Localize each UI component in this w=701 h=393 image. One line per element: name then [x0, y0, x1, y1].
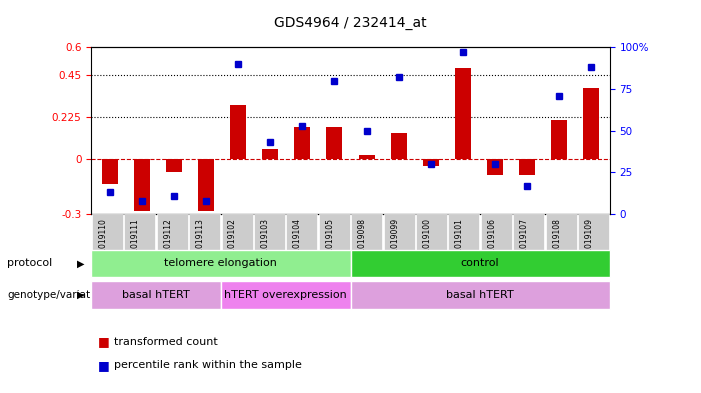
Bar [327, 127, 343, 158]
Text: GSM1019108: GSM1019108 [552, 219, 562, 269]
Bar [454, 68, 470, 158]
Text: GSM1019113: GSM1019113 [196, 219, 205, 269]
Text: hTERT overexpression: hTERT overexpression [224, 290, 347, 300]
Text: ■: ■ [98, 359, 110, 372]
Text: percentile rank within the sample: percentile rank within the sample [114, 360, 301, 371]
Text: basal hTERT: basal hTERT [122, 290, 190, 300]
Bar [166, 158, 182, 171]
Text: GSM1019103: GSM1019103 [261, 218, 269, 269]
Bar [358, 155, 374, 158]
Text: basal hTERT: basal hTERT [447, 290, 514, 300]
Text: ▶: ▶ [76, 290, 84, 300]
Bar [294, 127, 311, 158]
Text: genotype/variation: genotype/variation [7, 290, 106, 300]
Text: GSM1019110: GSM1019110 [98, 219, 107, 269]
Text: GSM1019106: GSM1019106 [487, 218, 496, 269]
Text: GDS4964 / 232414_at: GDS4964 / 232414_at [274, 16, 427, 30]
Text: GSM1019107: GSM1019107 [520, 218, 529, 269]
Text: GSM1019109: GSM1019109 [585, 218, 594, 269]
Bar [135, 158, 151, 211]
Bar [390, 132, 407, 158]
Text: ▶: ▶ [76, 258, 84, 268]
Text: transformed count: transformed count [114, 337, 217, 347]
Bar [423, 158, 439, 166]
Bar [486, 158, 503, 175]
Bar [519, 158, 535, 175]
Text: protocol: protocol [7, 258, 53, 268]
Bar [231, 105, 247, 158]
Bar [102, 158, 118, 184]
Text: GSM1019101: GSM1019101 [455, 219, 464, 269]
Text: GSM1019098: GSM1019098 [358, 218, 367, 269]
Text: GSM1019111: GSM1019111 [131, 219, 139, 269]
Bar [550, 119, 566, 158]
Bar [262, 149, 278, 158]
Text: ■: ■ [98, 335, 110, 349]
Text: GSM1019105: GSM1019105 [325, 218, 334, 269]
Bar [198, 158, 215, 211]
Bar [583, 88, 599, 158]
Text: GSM1019102: GSM1019102 [228, 219, 237, 269]
Text: GSM1019104: GSM1019104 [293, 218, 302, 269]
Text: GSM1019100: GSM1019100 [423, 218, 432, 269]
Text: telomere elongation: telomere elongation [164, 258, 278, 268]
Text: GSM1019099: GSM1019099 [390, 218, 399, 269]
Text: control: control [461, 258, 500, 268]
Text: GSM1019112: GSM1019112 [163, 219, 172, 269]
